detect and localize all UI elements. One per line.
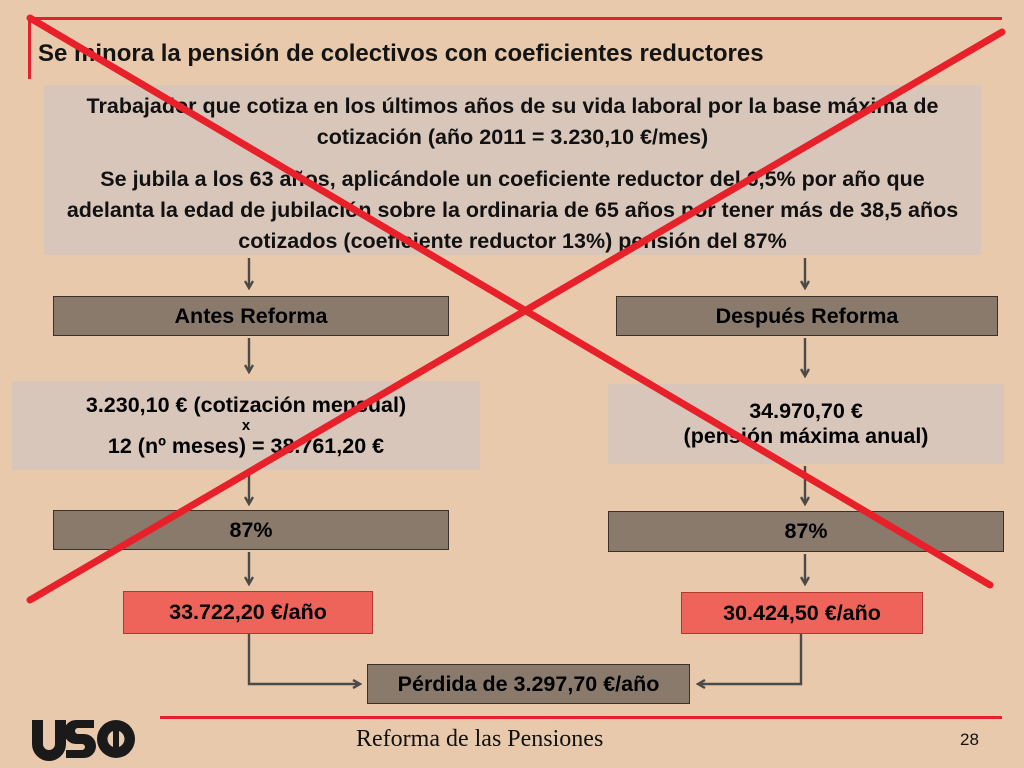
after-calc-line-1: 34.970,70 € [749, 399, 863, 423]
uso-logo [30, 716, 136, 762]
page-number: 28 [960, 730, 979, 749]
after-reform-header: Después Reforma [616, 296, 998, 336]
after-calculation-box: 34.970,70 € (pensión máxima anual) [608, 384, 1004, 464]
after-calc-line-2: (pensión máxima anual) [683, 424, 929, 448]
footer-rule [160, 716, 1002, 719]
after-result: 30.424,50 €/año [681, 592, 923, 634]
before-calc-multiply: x [241, 416, 251, 434]
uso-logo-icon [32, 720, 135, 761]
before-calc-line-3: 12 (nº meses) = 38.761,20 € [107, 433, 385, 458]
after-percentage: 87% [608, 511, 1004, 552]
before-calculation-box: 3.230,10 € (cotización mensual) x 12 (nº… [12, 381, 480, 470]
footer-title: Reforma de las Pensiones [356, 726, 604, 752]
before-calc-line-1: 3.230,10 € (cotización mensual) [85, 392, 407, 417]
loss-box: Pérdida de 3.297,70 €/año [367, 664, 690, 704]
before-result: 33.722,20 €/año [123, 591, 373, 634]
arrow-after-to-loss [698, 634, 803, 684]
before-percentage: 87% [53, 510, 449, 550]
before-reform-header: Antes Reforma [53, 296, 449, 336]
arrow-before-to-loss [247, 634, 360, 684]
